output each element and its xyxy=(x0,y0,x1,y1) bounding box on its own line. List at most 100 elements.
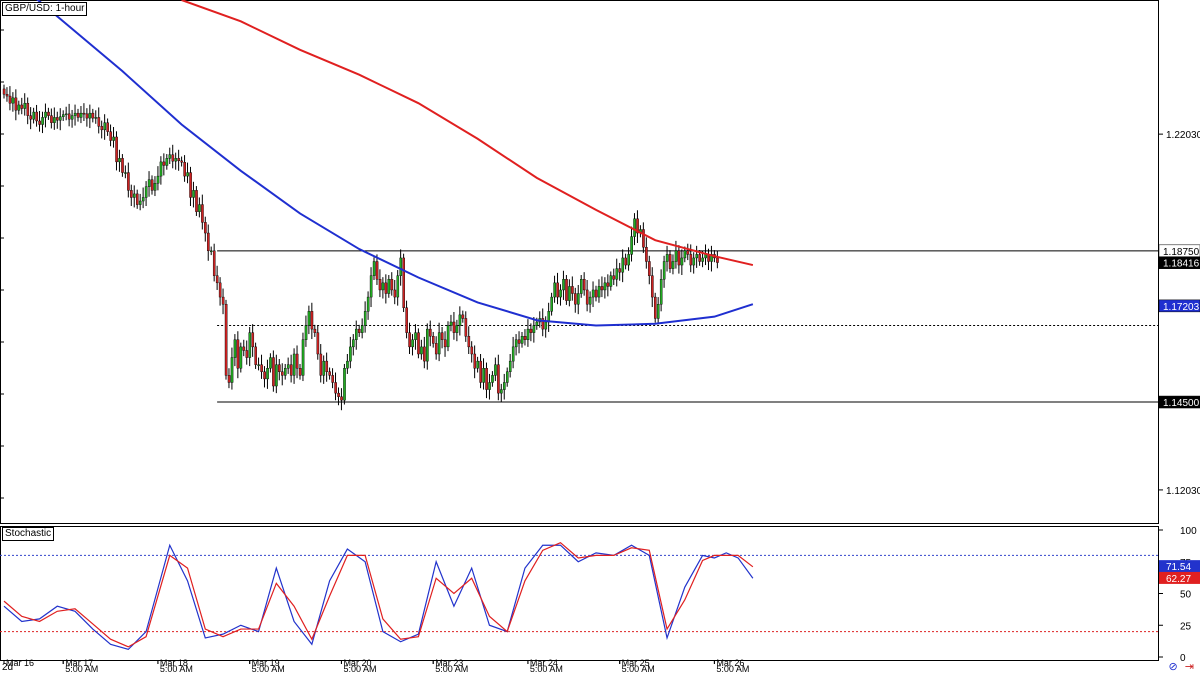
candle-body xyxy=(269,357,272,369)
candle-body xyxy=(654,296,657,319)
time-axis-label: 5:00 AM xyxy=(622,664,655,674)
candle-body xyxy=(432,336,435,344)
candle-body xyxy=(275,364,278,387)
candle-body xyxy=(100,126,104,131)
candle-body xyxy=(266,368,269,380)
candle-body xyxy=(103,122,107,131)
price-label-box xyxy=(1158,395,1200,409)
candle-body xyxy=(437,332,441,355)
candle-body xyxy=(597,286,601,298)
candle-body xyxy=(523,336,527,340)
candle-body xyxy=(440,332,444,340)
candle-body xyxy=(254,346,258,365)
candle-body xyxy=(423,346,426,362)
candle-body xyxy=(331,375,334,383)
candle-body xyxy=(233,339,237,358)
candle-body xyxy=(20,104,24,109)
candle-body xyxy=(29,115,33,120)
candle-body xyxy=(414,332,417,340)
candle-body xyxy=(53,117,56,123)
stochastic-d-line[interactable] xyxy=(3,542,754,648)
price-tick-label: 1.12030 xyxy=(1166,486,1200,497)
candle-body xyxy=(488,382,491,390)
candle-body xyxy=(701,257,704,262)
candle-body xyxy=(562,279,565,291)
candle-body xyxy=(340,396,343,401)
candle-body xyxy=(150,179,154,191)
candle-body xyxy=(133,193,136,198)
candle-body xyxy=(257,364,260,366)
price-label-box xyxy=(1158,256,1200,269)
candle-body xyxy=(378,279,382,291)
stochastic-tick-label: 25 xyxy=(1180,621,1192,632)
candle-body xyxy=(369,275,373,298)
candle-body xyxy=(668,254,672,269)
candle-body xyxy=(574,293,577,305)
candle-body xyxy=(426,328,429,362)
candle-body xyxy=(204,222,207,234)
candle-body xyxy=(390,279,394,291)
time-axis-label: Mar 24 xyxy=(530,658,558,668)
candle-body xyxy=(680,257,684,266)
candle-body xyxy=(402,257,406,308)
moving-average-fast-line[interactable] xyxy=(4,0,754,327)
stochastic-value-label: 71.54 xyxy=(1166,562,1191,573)
candle-body xyxy=(239,346,243,369)
candle-body xyxy=(559,289,562,298)
candle-body xyxy=(449,321,453,326)
candle-body xyxy=(62,114,65,117)
candle-body xyxy=(64,113,68,116)
candle-body xyxy=(494,364,497,376)
candle-body xyxy=(506,371,509,383)
candle-body xyxy=(618,268,622,273)
candle-body xyxy=(363,311,367,326)
link-icon[interactable]: ⊘ xyxy=(1168,661,1178,673)
candle-body xyxy=(186,172,189,177)
corner-controls: ⊘ ⇥ xyxy=(1165,660,1195,673)
candle-body xyxy=(464,318,468,337)
candle-body xyxy=(645,247,648,262)
moving-average-slow-line[interactable] xyxy=(181,0,754,267)
time-axis-label: Mar 20 xyxy=(343,658,371,668)
candle-body xyxy=(659,279,663,305)
candle-body xyxy=(328,371,332,376)
arrow-right-icon[interactable]: ⇥ xyxy=(1184,661,1194,673)
candle-body xyxy=(47,111,50,116)
candle-body xyxy=(284,368,287,376)
time-axis-label: Mar 19 xyxy=(252,658,280,668)
candle-body xyxy=(393,289,397,298)
candle-body xyxy=(612,275,616,280)
candle-body xyxy=(526,328,530,340)
candle-body xyxy=(109,131,112,141)
candle-body xyxy=(189,172,192,198)
candle-body xyxy=(195,190,198,212)
candle-body xyxy=(550,296,553,312)
candle-body xyxy=(230,357,234,383)
candle-body xyxy=(541,318,545,330)
candle-body xyxy=(127,172,130,191)
candle-body xyxy=(529,328,533,333)
candle-body xyxy=(497,364,500,394)
candle-body xyxy=(310,311,314,330)
candle-body xyxy=(130,190,133,198)
stochastic-k-line[interactable] xyxy=(3,543,754,651)
candle-body xyxy=(292,353,296,376)
candle-body xyxy=(648,261,651,276)
candle-body xyxy=(511,346,515,362)
candle-body xyxy=(346,360,349,369)
candle-body xyxy=(452,321,456,333)
candle-body xyxy=(192,190,195,198)
candle-body xyxy=(674,250,678,262)
candle-body xyxy=(106,122,109,132)
candle-body xyxy=(636,218,639,234)
candle-body xyxy=(97,117,101,127)
stochastic-value-box xyxy=(1159,571,1200,584)
candle-body xyxy=(316,332,320,355)
candle-body xyxy=(168,154,172,159)
candle-body xyxy=(289,364,293,376)
candle-body xyxy=(585,289,589,305)
candle-body xyxy=(278,364,281,372)
candle-body xyxy=(295,353,299,369)
